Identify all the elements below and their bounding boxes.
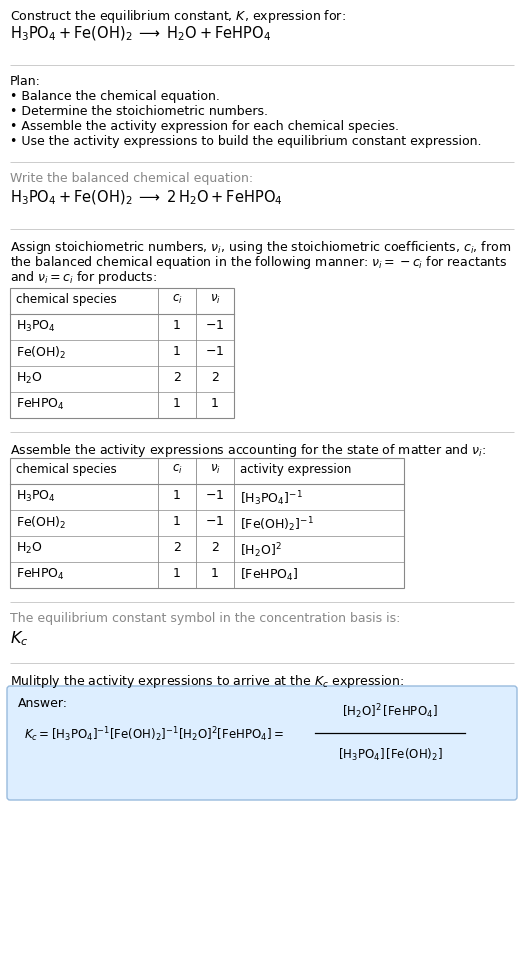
Text: Answer:: Answer: — [18, 697, 68, 710]
Text: $\mathrm{FeHPO_4}$: $\mathrm{FeHPO_4}$ — [16, 397, 65, 412]
Text: 1: 1 — [211, 397, 219, 410]
Text: $[\mathrm{H_2O}]^2\,[\mathrm{FeHPO_4}]$: $[\mathrm{H_2O}]^2\,[\mathrm{FeHPO_4}]$ — [342, 702, 438, 721]
Text: 1: 1 — [173, 515, 181, 528]
Text: $[\mathrm{H_3PO_4}]^{-1}$: $[\mathrm{H_3PO_4}]^{-1}$ — [240, 489, 303, 508]
Text: Assign stoichiometric numbers, $\nu_i$, using the stoichiometric coefficients, $: Assign stoichiometric numbers, $\nu_i$, … — [10, 239, 511, 256]
Text: $\mathrm{H_3PO_4 + Fe(OH)_2 \;\longrightarrow\; 2\,H_2O + FeHPO_4}$: $\mathrm{H_3PO_4 + Fe(OH)_2 \;\longright… — [10, 189, 282, 208]
Text: The equilibrium constant symbol in the concentration basis is:: The equilibrium constant symbol in the c… — [10, 612, 400, 625]
Text: 2: 2 — [173, 541, 181, 554]
Text: chemical species: chemical species — [16, 463, 117, 476]
Text: 1: 1 — [173, 345, 181, 358]
FancyBboxPatch shape — [7, 686, 517, 800]
Text: • Balance the chemical equation.: • Balance the chemical equation. — [10, 90, 220, 103]
Text: the balanced chemical equation in the following manner: $\nu_i = -c_i$ for react: the balanced chemical equation in the fo… — [10, 254, 507, 271]
Text: Plan:: Plan: — [10, 75, 41, 88]
Text: $\mathrm{FeHPO_4}$: $\mathrm{FeHPO_4}$ — [16, 567, 65, 582]
Text: 1: 1 — [211, 567, 219, 580]
Text: Construct the equilibrium constant, $K$, expression for:: Construct the equilibrium constant, $K$,… — [10, 8, 346, 25]
Bar — [10, 458, 404, 588]
Text: 1: 1 — [173, 397, 181, 410]
Text: $c_i$: $c_i$ — [172, 463, 182, 476]
Text: • Use the activity expressions to build the equilibrium constant expression.: • Use the activity expressions to build … — [10, 135, 482, 148]
Text: 1: 1 — [173, 489, 181, 502]
Text: $[\mathrm{FeHPO_4}]$: $[\mathrm{FeHPO_4}]$ — [240, 567, 298, 583]
Text: $\mathrm{Fe(OH)_2}$: $\mathrm{Fe(OH)_2}$ — [16, 515, 67, 531]
Text: • Assemble the activity expression for each chemical species.: • Assemble the activity expression for e… — [10, 120, 399, 133]
Text: $c_i$: $c_i$ — [172, 293, 182, 306]
Text: • Determine the stoichiometric numbers.: • Determine the stoichiometric numbers. — [10, 105, 268, 118]
Text: $\mathrm{H_3PO_4}$: $\mathrm{H_3PO_4}$ — [16, 319, 56, 334]
Text: $\mathrm{H_2O}$: $\mathrm{H_2O}$ — [16, 541, 42, 556]
Bar — [10, 288, 234, 418]
Text: $-1$: $-1$ — [205, 515, 225, 528]
Text: $\mathrm{H_2O}$: $\mathrm{H_2O}$ — [16, 371, 42, 386]
Text: $\mathrm{H_3PO_4 + Fe(OH)_2 \;\longrightarrow\; H_2O + FeHPO_4}$: $\mathrm{H_3PO_4 + Fe(OH)_2 \;\longright… — [10, 25, 271, 43]
Text: $-1$: $-1$ — [205, 345, 225, 358]
Text: $[\mathrm{H_2O}]^2$: $[\mathrm{H_2O}]^2$ — [240, 541, 282, 560]
Text: $-1$: $-1$ — [205, 319, 225, 332]
Text: $\mathrm{Fe(OH)_2}$: $\mathrm{Fe(OH)_2}$ — [16, 345, 67, 361]
Text: activity expression: activity expression — [240, 463, 352, 476]
Text: 2: 2 — [211, 541, 219, 554]
Text: Mulitply the activity expressions to arrive at the $K_c$ expression:: Mulitply the activity expressions to arr… — [10, 673, 405, 690]
Text: 2: 2 — [173, 371, 181, 384]
Text: Write the balanced chemical equation:: Write the balanced chemical equation: — [10, 172, 253, 185]
Text: $K_c$: $K_c$ — [10, 629, 28, 648]
Text: $\nu_i$: $\nu_i$ — [210, 463, 221, 476]
Text: $[\mathrm{H_3PO_4}]\,[\mathrm{Fe(OH)_2}]$: $[\mathrm{H_3PO_4}]\,[\mathrm{Fe(OH)_2}]… — [337, 747, 442, 763]
Text: 1: 1 — [173, 567, 181, 580]
Text: $K_c = [\mathrm{H_3PO_4}]^{-1} [\mathrm{Fe(OH)_2}]^{-1} [\mathrm{H_2O}]^2 [\math: $K_c = [\mathrm{H_3PO_4}]^{-1} [\mathrm{… — [24, 725, 283, 744]
Text: Assemble the activity expressions accounting for the state of matter and $\nu_i$: Assemble the activity expressions accoun… — [10, 442, 486, 459]
Text: 2: 2 — [211, 371, 219, 384]
Text: and $\nu_i = c_i$ for products:: and $\nu_i = c_i$ for products: — [10, 269, 157, 286]
Text: $[\mathrm{Fe(OH)_2}]^{-1}$: $[\mathrm{Fe(OH)_2}]^{-1}$ — [240, 515, 314, 534]
Text: $\nu_i$: $\nu_i$ — [210, 293, 221, 306]
Text: chemical species: chemical species — [16, 293, 117, 306]
Text: 1: 1 — [173, 319, 181, 332]
Text: $-1$: $-1$ — [205, 489, 225, 502]
Text: $\mathrm{H_3PO_4}$: $\mathrm{H_3PO_4}$ — [16, 489, 56, 504]
